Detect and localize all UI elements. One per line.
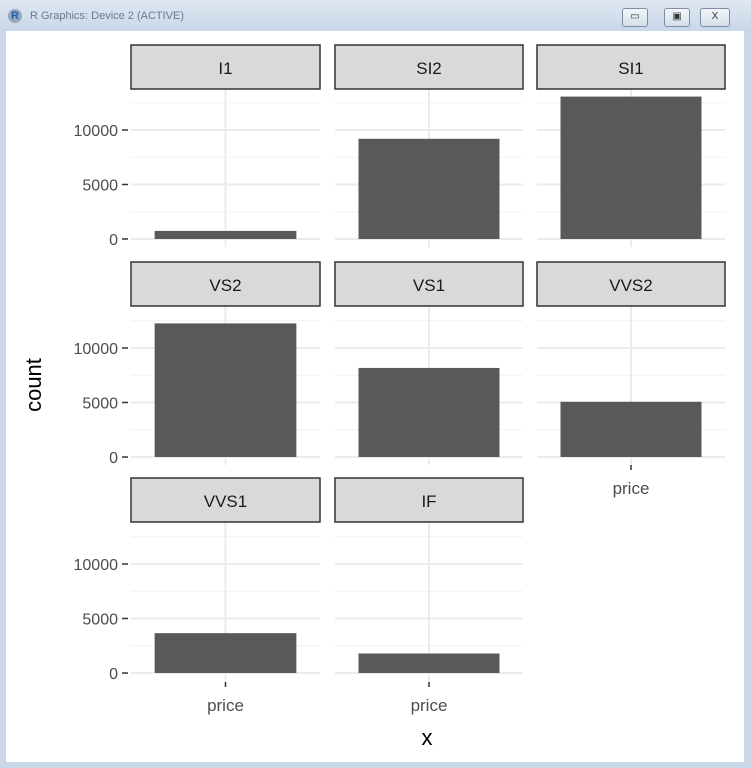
y-tick-label: 0 bbox=[109, 666, 118, 683]
facet-strip bbox=[130, 261, 321, 307]
facet-label: VVS2 bbox=[609, 276, 652, 295]
facet-label: SI2 bbox=[416, 59, 442, 78]
bar-VS1 bbox=[358, 367, 500, 457]
bar-VVS2 bbox=[560, 401, 702, 457]
x-axis-label: x bbox=[422, 725, 433, 750]
facet-label: VS1 bbox=[413, 276, 445, 295]
facet-label: I1 bbox=[218, 59, 232, 78]
facet-strip bbox=[130, 477, 321, 523]
facet-label: VVS1 bbox=[204, 492, 247, 511]
facet-strip bbox=[334, 44, 524, 90]
y-axis-label: count bbox=[21, 358, 46, 412]
y-tick-label: 0 bbox=[109, 450, 118, 467]
bar-I1 bbox=[154, 230, 297, 239]
x-tick-label: price bbox=[613, 479, 650, 498]
minimize-button[interactable]: ▭ bbox=[622, 8, 648, 27]
bar-VS2 bbox=[154, 323, 297, 457]
x-tick-label: price bbox=[411, 696, 448, 715]
bar-VVS1 bbox=[154, 633, 297, 673]
y-tick-label: 5000 bbox=[82, 396, 118, 413]
bar-IF bbox=[358, 653, 500, 673]
facet-label: IF bbox=[421, 492, 436, 511]
facet-strip bbox=[130, 44, 321, 90]
facet-strip bbox=[536, 44, 726, 90]
bar-SI2 bbox=[358, 138, 500, 239]
facet-strip bbox=[536, 261, 726, 307]
y-tick-label: 10000 bbox=[74, 123, 119, 140]
facet-label: SI1 bbox=[618, 59, 644, 78]
maximize-button[interactable]: ▣ bbox=[664, 8, 690, 27]
window-titlebar: R R Graphics: Device 2 (ACTIVE) ▭ ▣ X bbox=[0, 0, 751, 32]
x-tick-label: price bbox=[207, 696, 244, 715]
close-button[interactable]: X bbox=[700, 8, 730, 27]
facet-strip bbox=[334, 261, 524, 307]
bar-SI1 bbox=[560, 96, 702, 240]
window-title: R Graphics: Device 2 (ACTIVE) bbox=[30, 10, 185, 22]
y-tick-label: 5000 bbox=[82, 612, 118, 629]
facet-strip bbox=[334, 477, 524, 523]
facet-label: VS2 bbox=[209, 276, 241, 295]
r-logo-icon: R bbox=[8, 9, 22, 23]
y-tick-label: 10000 bbox=[74, 557, 119, 574]
y-tick-label: 0 bbox=[109, 232, 118, 249]
y-tick-label: 10000 bbox=[74, 341, 119, 358]
y-tick-label: 5000 bbox=[82, 178, 118, 195]
